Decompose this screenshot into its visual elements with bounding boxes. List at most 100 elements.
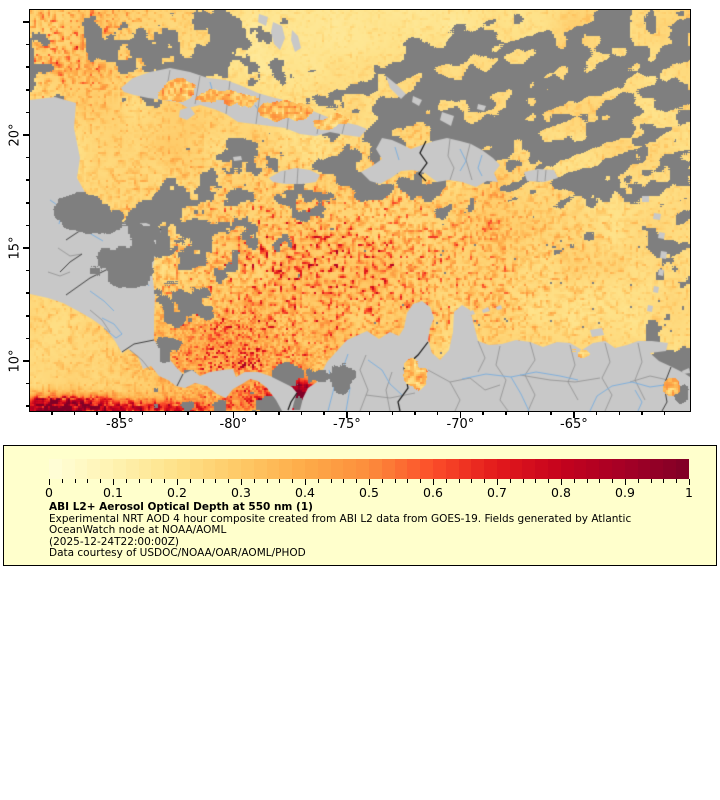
x-axis-minor-tick xyxy=(391,411,394,415)
colorbar-segment xyxy=(164,459,177,479)
colorbar-major-tick xyxy=(497,479,498,485)
y-axis-minor-tick xyxy=(26,337,30,340)
colorbar-segment xyxy=(624,459,638,479)
colorbar-major-tick xyxy=(561,479,562,485)
colorbar-segment xyxy=(330,459,344,479)
colorbar-minor-tick xyxy=(599,479,601,483)
colorbar-major-tick xyxy=(625,479,626,485)
colorbar-segment xyxy=(266,459,280,479)
colorbar-segment xyxy=(343,459,357,479)
colorbar-segment xyxy=(112,459,126,479)
legend-description: Experimental NRT AOD 4 hour composite cr… xyxy=(49,513,631,560)
y-axis-minor-tick xyxy=(26,89,30,91)
colorbar-major-tick xyxy=(689,479,690,485)
legend-text-line: Data courtesy of USDOC/NOAA/OAR/AOML/PHO… xyxy=(49,547,306,560)
colorbar-segment xyxy=(420,459,433,479)
colorbar-minor-tick xyxy=(381,479,383,483)
legend-panel: 0 0.1 0.2 0.3 0.4 0.5 0.6 0.7 0.8 0.9 1 ABI L2+ Ae… xyxy=(3,445,717,566)
colorbar-minor-tick xyxy=(317,479,319,483)
colorbar-minor-tick xyxy=(650,479,652,483)
colorbar-minor-tick xyxy=(215,479,217,483)
colorbar-tick-label: 0 xyxy=(45,485,53,500)
colorbar-tick-label: 0.2 xyxy=(167,485,187,500)
colorbar-major-tick xyxy=(369,479,370,485)
x-axis-minor-tick xyxy=(505,411,507,415)
x-axis-minor-tick xyxy=(414,411,416,415)
colorbar-segment xyxy=(445,459,459,479)
colorbar-segment xyxy=(637,459,651,479)
y-axis-minor-tick xyxy=(26,43,30,46)
colorbar-tick-label: 0.6 xyxy=(423,485,443,500)
colorbar-minor-tick xyxy=(586,479,588,483)
colorbar-segment xyxy=(228,459,241,479)
colorbar-minor-tick xyxy=(420,479,422,483)
colorbar-segment xyxy=(612,459,625,479)
x-axis-major-tick xyxy=(573,411,575,418)
colorbar-tick-label: 0.1 xyxy=(103,485,123,500)
colorbar-minor-tick xyxy=(535,479,537,483)
legend-text-line: (2025-12-24T22:00:00Z) xyxy=(49,535,179,548)
colorbar-segment xyxy=(215,459,229,479)
legend-title: ABI L2+ Aerosol Optical Depth at 550 nm … xyxy=(49,501,313,513)
colorbar-segment xyxy=(535,459,549,479)
colorbar-segment xyxy=(125,459,139,479)
colorbar-minor-tick xyxy=(522,479,524,483)
colorbar-segment xyxy=(548,459,561,479)
colorbar-minor-tick xyxy=(189,479,191,483)
colorbar-tick-label: 0.4 xyxy=(295,485,315,500)
x-axis-tick-label: -85° xyxy=(106,417,134,432)
colorbar-minor-tick xyxy=(394,479,396,483)
colorbar-segment xyxy=(599,459,613,479)
colorbar-segment xyxy=(176,459,190,479)
y-axis-minor-tick xyxy=(26,111,30,114)
colorbar-minor-tick xyxy=(151,479,153,483)
y-axis-minor-tick xyxy=(26,382,30,385)
colorbar-major-tick xyxy=(241,479,242,485)
x-axis-minor-tick xyxy=(663,411,666,415)
colorbar-major-tick xyxy=(49,479,50,485)
colorbar-segment xyxy=(61,459,75,479)
x-axis-major-tick xyxy=(346,411,348,418)
y-axis-minor-tick xyxy=(26,292,30,294)
y-axis-minor-tick xyxy=(26,315,30,317)
colorbar-segment xyxy=(407,459,421,479)
colorbar-minor-tick xyxy=(253,479,255,483)
colorbar-segment xyxy=(650,459,664,479)
x-axis-major-tick xyxy=(459,411,462,418)
y-axis-minor-tick xyxy=(26,224,30,227)
colorbar-minor-tick xyxy=(676,479,678,483)
y-axis-major-tick xyxy=(23,360,30,362)
y-axis-major-tick xyxy=(23,21,30,23)
y-axis-minor-tick xyxy=(26,269,30,272)
colorbar xyxy=(49,459,689,479)
colorbar-tick-label: 0.9 xyxy=(615,485,635,500)
colorbar-minor-tick xyxy=(484,479,486,483)
colorbar-segment xyxy=(253,459,267,479)
colorbar-segment xyxy=(432,459,446,479)
colorbar-segment xyxy=(317,459,331,479)
colorbar-segment xyxy=(151,459,165,479)
x-axis-minor-tick xyxy=(641,411,643,415)
y-axis-minor-tick xyxy=(26,202,30,204)
colorbar-major-tick xyxy=(113,479,114,485)
colorbar-segment xyxy=(74,459,88,479)
colorbar-minor-tick xyxy=(266,479,268,483)
x-axis-minor-tick xyxy=(300,411,303,415)
colorbar-minor-tick xyxy=(637,479,639,483)
x-axis-minor-tick xyxy=(96,411,98,415)
colorbar-segment xyxy=(87,459,101,479)
x-axis-minor-tick xyxy=(482,411,484,415)
aod-raster-map xyxy=(30,10,690,411)
x-axis-minor-tick xyxy=(164,411,167,415)
colorbar-segment xyxy=(471,459,485,479)
x-axis-minor-tick xyxy=(323,411,325,415)
x-axis-minor-tick xyxy=(278,411,280,415)
colorbar-minor-tick xyxy=(164,479,166,483)
colorbar-minor-tick xyxy=(61,479,63,483)
legend-text-line: OceanWatch node at NOAA/AOML xyxy=(49,524,227,537)
x-axis-minor-tick xyxy=(141,411,144,415)
x-axis-minor-tick xyxy=(209,411,212,415)
y-axis-major-tick xyxy=(23,247,30,249)
colorbar-segment xyxy=(509,459,523,479)
y-axis-major-tick xyxy=(23,134,30,136)
